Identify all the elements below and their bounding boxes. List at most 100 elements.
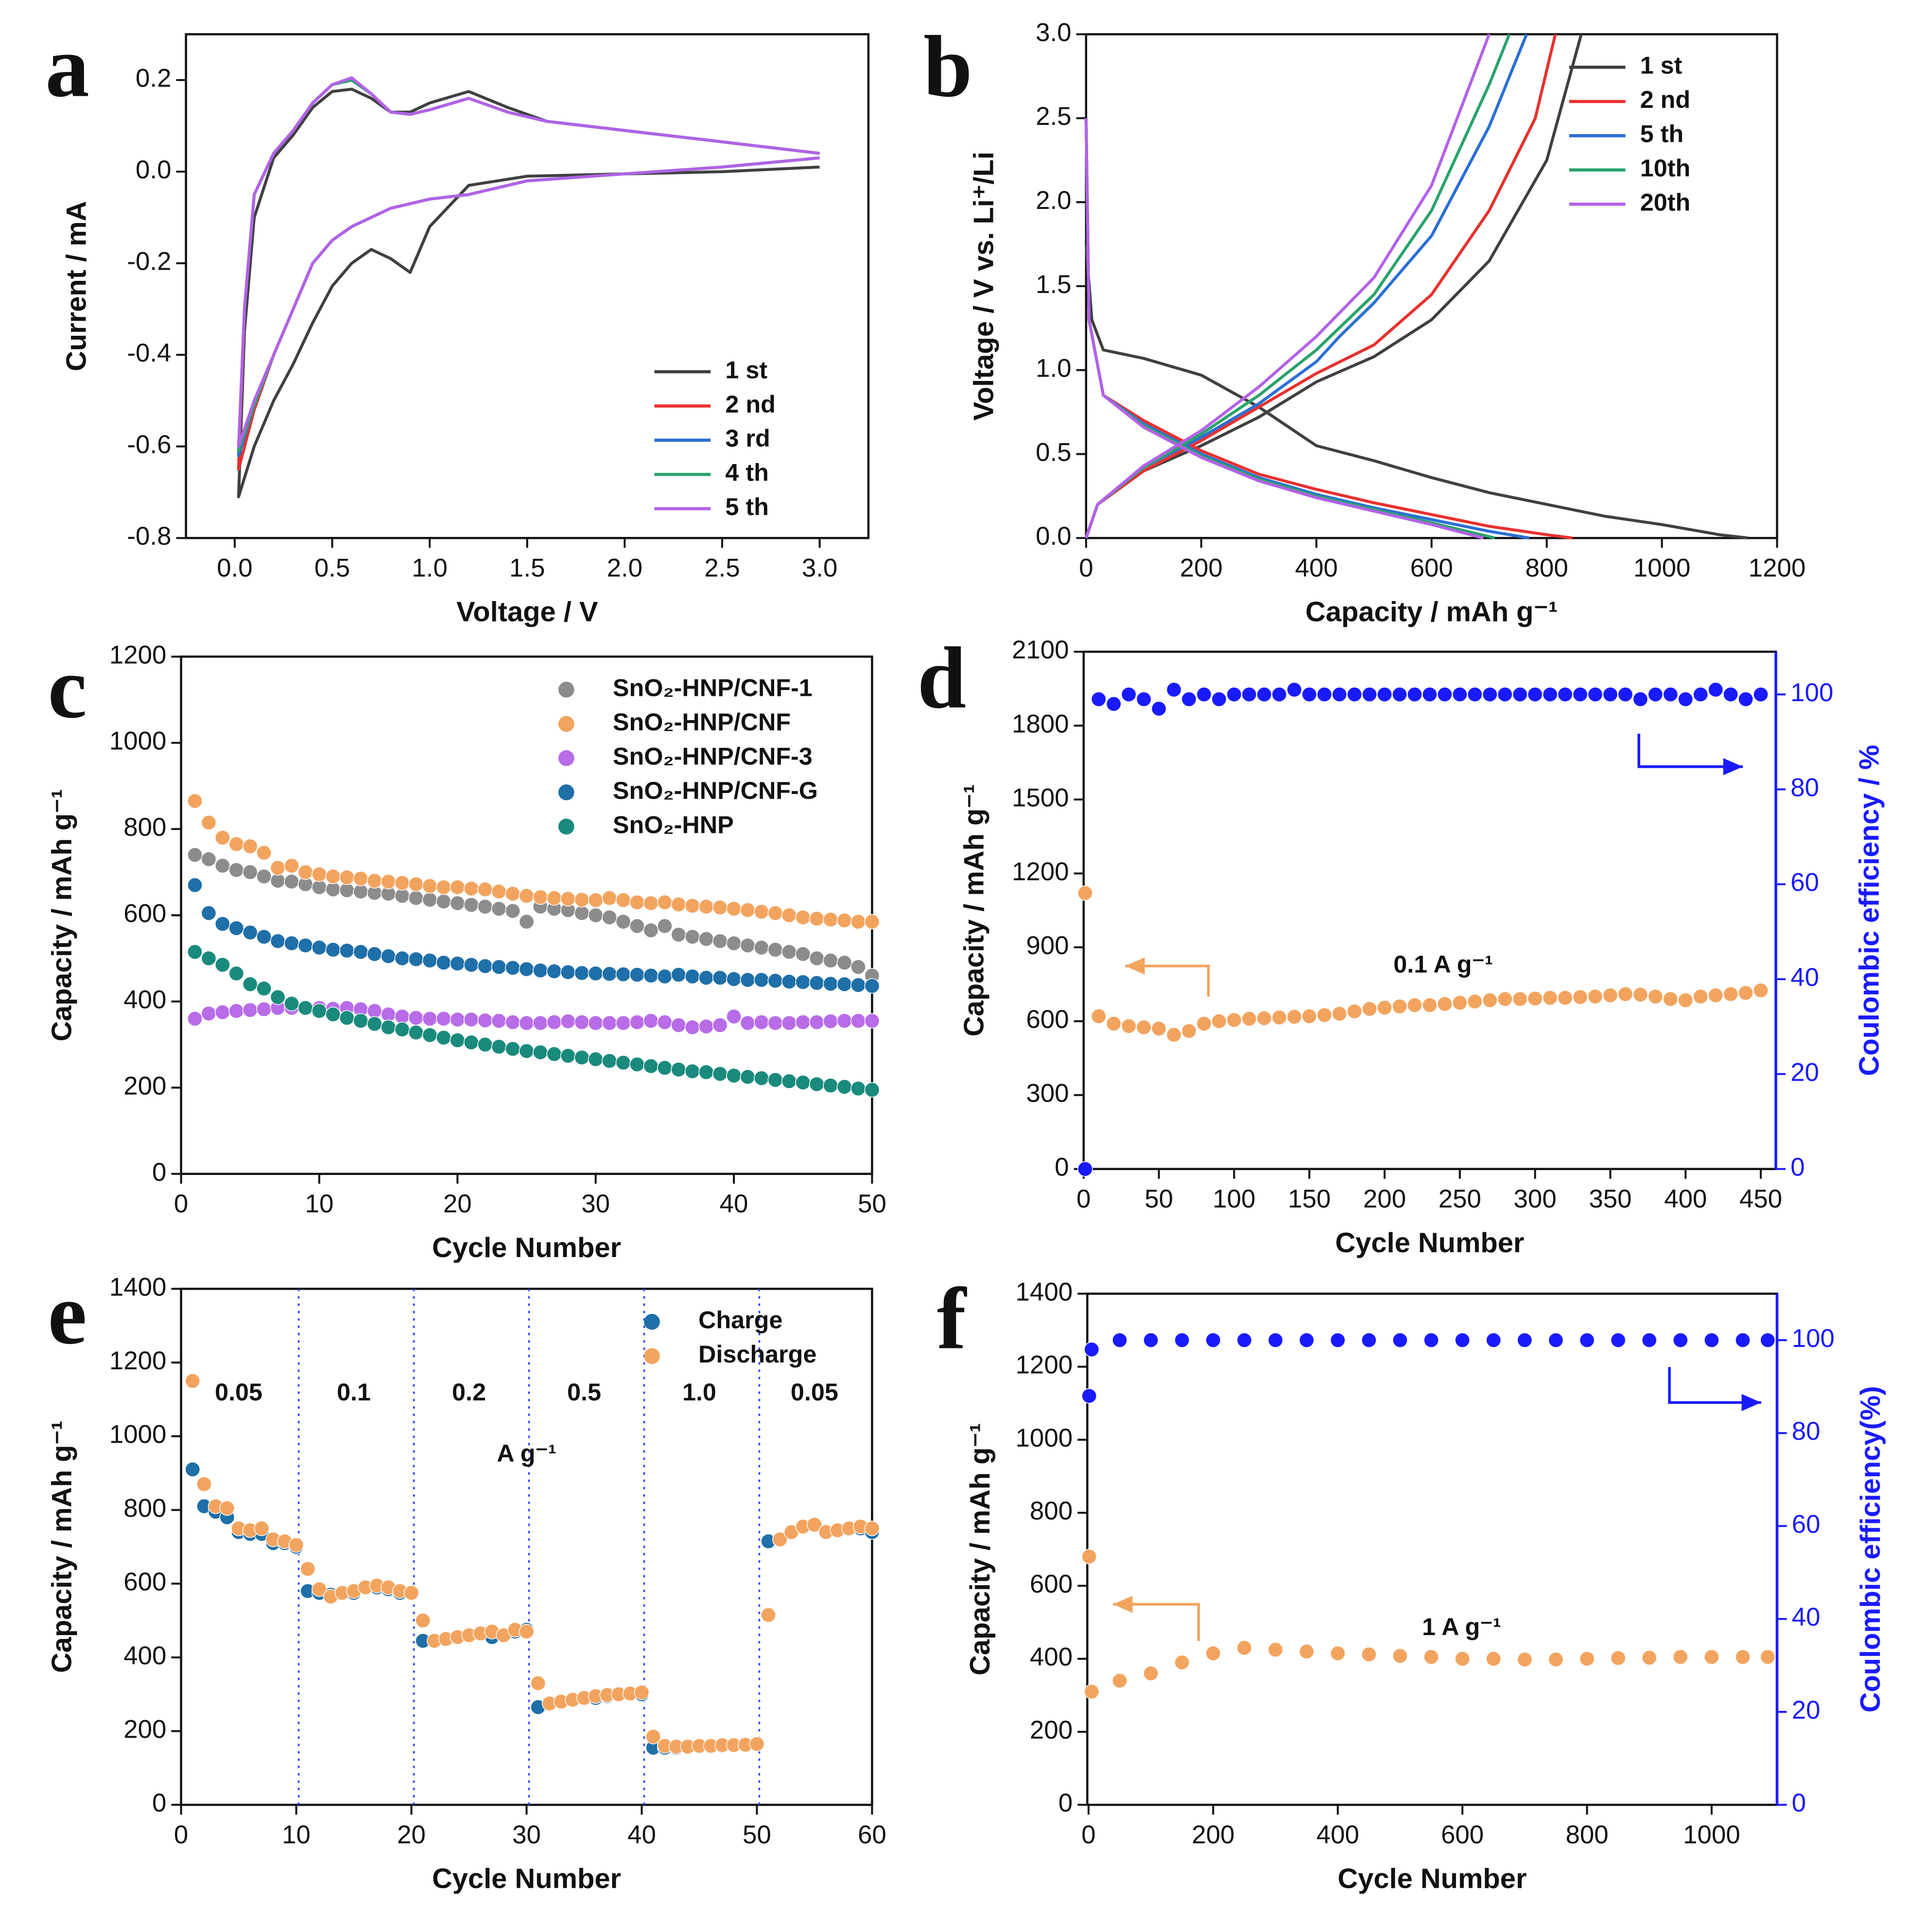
data-point xyxy=(1423,1649,1439,1665)
data-point xyxy=(1486,1651,1502,1667)
y-axis-label: Capacity / mAh g⁻¹ xyxy=(959,784,990,1036)
data-point xyxy=(560,1048,576,1064)
data-point xyxy=(270,933,286,949)
x-tick-label: 0 xyxy=(1081,1821,1095,1849)
data-point xyxy=(491,883,507,899)
data-point xyxy=(864,1082,880,1098)
data-point xyxy=(698,931,714,947)
data-point xyxy=(533,1015,548,1031)
data-point xyxy=(1663,991,1679,1007)
legend-swatch xyxy=(644,1348,660,1364)
arrow xyxy=(1668,1367,1761,1404)
data-point xyxy=(394,950,410,966)
data-point xyxy=(1753,687,1769,703)
data-point xyxy=(1452,687,1468,703)
data-point xyxy=(1362,687,1377,703)
x-tick-label: 250 xyxy=(1439,1185,1481,1213)
x-tick-label: 10 xyxy=(282,1821,311,1849)
data-point xyxy=(712,1066,728,1082)
data-point xyxy=(712,899,728,915)
data-point xyxy=(215,1004,230,1020)
y-tick-label: 0.2 xyxy=(136,64,171,93)
data-point xyxy=(560,891,576,907)
data-point xyxy=(767,905,783,921)
data-point xyxy=(615,1015,631,1031)
data-point xyxy=(1579,1651,1595,1667)
data-point xyxy=(1735,1649,1751,1665)
x-tick-label: 0.0 xyxy=(217,554,252,583)
data-point xyxy=(634,1685,650,1700)
y-tick-label: 2.5 xyxy=(1036,102,1071,131)
data-point xyxy=(284,874,299,890)
x-axis-label: Capacity / mAh g⁻¹ xyxy=(1305,597,1558,628)
y-tick-label: 600 xyxy=(1026,1005,1069,1034)
data-point xyxy=(530,1675,546,1691)
data-point xyxy=(864,978,880,994)
data-point xyxy=(1587,687,1603,703)
data-point xyxy=(1347,1003,1362,1019)
data-point xyxy=(408,951,424,967)
y-tick-label: 1000 xyxy=(1016,1424,1073,1452)
data-point xyxy=(288,1537,304,1553)
series-line xyxy=(1084,118,1530,540)
data-point xyxy=(450,956,466,971)
panel-label: a xyxy=(45,18,89,116)
data-point xyxy=(381,1019,396,1035)
data-point xyxy=(325,942,341,958)
data-point xyxy=(749,1736,765,1752)
y2-tick-label: 20 xyxy=(1792,1696,1821,1725)
data-point xyxy=(809,975,825,991)
data-point xyxy=(602,1053,617,1069)
data-point xyxy=(436,894,451,910)
data-point xyxy=(671,927,687,943)
y2-tick-label: 100 xyxy=(1790,678,1833,707)
data-point xyxy=(767,1015,783,1031)
data-point xyxy=(284,996,299,1012)
data-point xyxy=(1610,1650,1626,1666)
data-point xyxy=(297,864,313,880)
data-point xyxy=(698,898,714,914)
data-point xyxy=(712,933,728,949)
data-point xyxy=(519,1043,535,1059)
data-point xyxy=(256,1001,272,1017)
x-tick-label: 40 xyxy=(627,1821,656,1849)
y-tick-label: 1000 xyxy=(109,1420,167,1449)
data-point xyxy=(850,977,866,993)
data-point xyxy=(1723,986,1739,1002)
x-tick-label: 2.0 xyxy=(607,554,642,583)
y2-tick-label: 80 xyxy=(1790,773,1819,802)
data-point xyxy=(1497,991,1513,1007)
y-tick-label: 800 xyxy=(123,1494,166,1522)
data-point xyxy=(312,1003,327,1019)
data-point xyxy=(1181,1023,1197,1039)
x-tick-label: 350 xyxy=(1589,1185,1631,1213)
data-point xyxy=(643,1013,659,1029)
data-point xyxy=(1081,1388,1097,1404)
data-point xyxy=(740,937,756,953)
data-point xyxy=(767,1072,783,1088)
data-point xyxy=(1151,701,1167,717)
legend-label: 2 nd xyxy=(1640,86,1690,113)
data-point xyxy=(1572,989,1588,1005)
data-point xyxy=(1517,1332,1533,1348)
y-tick-label: 1800 xyxy=(1012,709,1069,738)
data-point xyxy=(270,989,286,1005)
data-point xyxy=(615,892,631,908)
legend-label: 1 st xyxy=(1640,52,1683,79)
data-point xyxy=(1362,1001,1377,1017)
y-tick-label: 1400 xyxy=(1016,1277,1073,1306)
data-point xyxy=(1672,1649,1688,1665)
data-point xyxy=(1542,687,1558,703)
data-point xyxy=(228,862,244,878)
data-point xyxy=(284,935,299,951)
data-point xyxy=(436,1011,451,1027)
data-point xyxy=(781,907,797,923)
data-point xyxy=(772,1532,788,1547)
data-point xyxy=(215,957,230,973)
data-point xyxy=(408,876,424,892)
data-point xyxy=(1143,1665,1159,1681)
data-point xyxy=(1760,1332,1776,1348)
data-point xyxy=(394,1009,410,1024)
y-tick-label: 1200 xyxy=(1012,857,1069,886)
data-point xyxy=(1241,687,1257,703)
